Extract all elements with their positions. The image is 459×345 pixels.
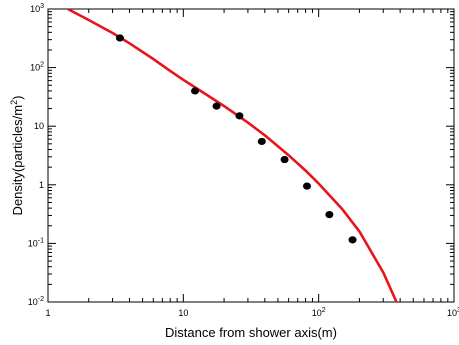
plot-frame [47, 8, 455, 303]
y-axis-title-main: Density(particles/m [10, 105, 25, 216]
x-tick-label-base: 10 [178, 308, 188, 318]
y-tick-label: 10-2 [28, 296, 44, 307]
data-point [212, 102, 221, 110]
y-axis-title-close: ) [10, 96, 25, 100]
x-axis-title: Distance from shower axis(m) [165, 325, 337, 340]
y-tick-label-sup: -1 [38, 237, 44, 244]
x-tick-label: 103 [447, 307, 459, 318]
data-point [325, 211, 334, 219]
x-tick-label: 10 [178, 308, 188, 318]
y-tick-label-sup: 2 [40, 62, 44, 69]
x-tick-label: 102 [312, 307, 326, 318]
minor-ticks [48, 9, 454, 302]
y-tick-label-base: 10 [34, 121, 44, 131]
y-tick-label-base: 10 [30, 63, 40, 73]
fit-curve-line [67, 9, 398, 302]
data-point [257, 137, 266, 146]
x-tick-label: 1 [45, 308, 50, 318]
data-point [303, 182, 312, 190]
y-tick-label-sup: 3 [40, 3, 44, 10]
major-ticks [47, 8, 455, 303]
x-tick-label-sup: 3 [457, 307, 459, 314]
x-tick-label-base: 1 [45, 308, 50, 318]
y-axis-title: Density(particles/m2) [9, 96, 25, 216]
y-tick-label: 10-1 [28, 237, 44, 248]
y-tick-label-base: 10 [28, 297, 38, 307]
y-axis-title-sup: 2 [9, 100, 19, 105]
y-tick-label: 10 [34, 121, 44, 131]
y-tick-label-base: 1 [39, 180, 44, 190]
x-tick-label-sup: 2 [322, 307, 326, 314]
y-tick-label: 103 [30, 3, 44, 14]
x-tick-label-base: 10 [447, 308, 457, 318]
fit-curve-series [67, 9, 398, 302]
y-tick-label-sup: -2 [38, 296, 44, 303]
data-points-series [115, 34, 357, 244]
y-tick-label-base: 10 [28, 238, 38, 248]
y-tick-label: 1 [39, 180, 44, 190]
x-tick-label-base: 10 [312, 308, 322, 318]
y-tick-label: 102 [30, 62, 44, 73]
data-point [191, 87, 200, 95]
data-point [115, 34, 124, 42]
data-point [348, 236, 357, 244]
y-tick-label-base: 10 [30, 4, 40, 14]
data-point [280, 155, 289, 164]
data-point [235, 112, 244, 120]
